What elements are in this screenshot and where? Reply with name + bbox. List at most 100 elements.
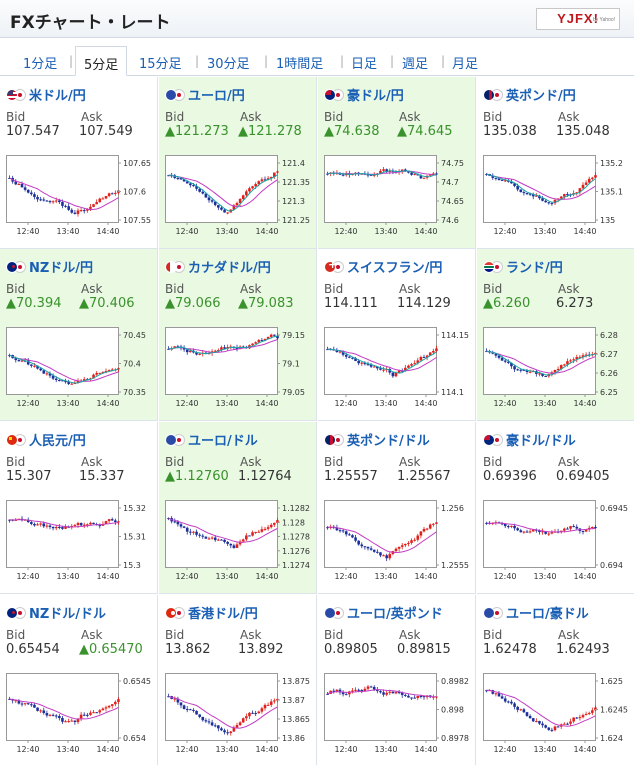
candle [33, 523, 36, 526]
pair-name-link[interactable]: 人民元/円 [6, 430, 86, 449]
pair-name-link[interactable]: ユーロ/円 [165, 85, 245, 104]
bid-value: ▲74.638 [324, 124, 380, 139]
mini-chart[interactable]: 0.6545 0.654 12:40 13:40 14:40 [4, 668, 154, 754]
mini-chart[interactable]: 13.875 13.87 13.865 13.86 12:40 13:40 14:40 [163, 668, 313, 754]
candle [538, 373, 541, 375]
mini-chart[interactable]: 0.6945 0.694 12:40 13:40 14:40 [481, 495, 631, 581]
mini-chart[interactable]: 79.15 79.1 79.05 12:40 13:40 14:40 [163, 322, 313, 408]
pair-name-link[interactable]: ユーロ/ドル [165, 430, 258, 449]
tab-monthly[interactable]: 月足 [452, 57, 479, 72]
ask-label: Ask [81, 628, 103, 642]
y-tick-label: 1.6245 [600, 706, 628, 715]
candle [581, 184, 585, 189]
candle [54, 378, 58, 381]
mini-chart[interactable]: 74.75 74.7 74.65 74.6 12:40 13:40 14:40 [322, 150, 472, 236]
ask-value: 135.048 [556, 124, 610, 139]
candle [14, 181, 18, 185]
pair-name-link[interactable]: ユーロ/豪ドル [483, 603, 589, 622]
y-tick-label: 121.35 [282, 178, 310, 187]
candle [39, 199, 42, 201]
tab-daily[interactable]: 日足 [351, 57, 378, 72]
candle [114, 192, 117, 194]
ask-label: Ask [240, 110, 262, 124]
candle [45, 713, 49, 716]
candle [538, 195, 541, 199]
candle [369, 174, 373, 176]
candle [338, 689, 342, 693]
ma-line-long [327, 526, 437, 554]
pair-name-link[interactable]: NZドル/円 [6, 257, 93, 276]
candle [425, 355, 429, 358]
ask-label: Ask [399, 110, 421, 124]
candle [33, 704, 36, 708]
candle [33, 194, 36, 197]
mini-chart[interactable]: 107.65 107.6 107.55 12:40 13:40 14:40 [4, 150, 154, 236]
bid-label: Bid [165, 110, 185, 124]
ask-label: Ask [558, 628, 580, 642]
pair-name: カナダドル/円 [188, 261, 271, 276]
mini-chart[interactable]: 121.4 121.35 121.3 121.25 12:40 13:40 14:40 [163, 150, 313, 236]
pair-name-link[interactable]: 豪ドル/ドル [483, 430, 576, 449]
pair-name: スイスフラン/円 [347, 261, 443, 276]
candle [544, 725, 547, 728]
tab-15min[interactable]: 15分足 [139, 57, 182, 72]
pair-name-link[interactable]: カナダドル/円 [165, 257, 271, 276]
pair-name-link[interactable]: 香港ドル/円 [165, 603, 258, 622]
y-tick-label: 121.4 [282, 159, 305, 168]
candle [213, 725, 217, 727]
pair-name-link[interactable]: ランド/円 [483, 257, 563, 276]
candle [419, 357, 423, 361]
mini-chart[interactable]: 6.28 6.27 6.26 6.25 12:40 13:40 14:40 [481, 322, 631, 408]
candlestick-chart: 79.15 79.1 79.05 12:40 13:40 14:40 [165, 327, 305, 408]
tab-1min[interactable]: 1分足 [23, 57, 58, 72]
candle [238, 722, 242, 726]
candle [207, 538, 211, 540]
pair-name-link[interactable]: NZドル/ドル [6, 603, 106, 622]
candle [410, 364, 413, 366]
candle [578, 356, 582, 358]
candle [76, 718, 80, 723]
candle [422, 528, 426, 532]
candle [61, 202, 64, 206]
ma-line-long [327, 689, 437, 698]
mini-chart[interactable]: 114.15 114.1 12:40 13:40 14:40 [322, 322, 472, 408]
yjfx-logo[interactable]: YJFX! by Yahoo! [536, 8, 620, 30]
mini-chart[interactable]: 1.256 1.2555 12:40 13:40 14:40 [322, 495, 472, 581]
candle [507, 701, 510, 703]
tab-1hour[interactable]: 1時間足 [276, 57, 324, 72]
mini-chart[interactable]: 15.32 15.31 15.3 12:40 13:40 14:40 [4, 495, 154, 581]
candle [379, 691, 382, 693]
y-tick-label: 70.4 [123, 360, 141, 369]
candle [344, 694, 348, 696]
candle [335, 689, 339, 692]
candle [575, 192, 579, 194]
tab-weekly[interactable]: 週足 [402, 57, 429, 72]
pair-name-link[interactable]: 豪ドル/円 [324, 85, 404, 104]
x-tick-label: 12:40 [16, 745, 39, 754]
x-tick-label: 12:40 [493, 227, 516, 236]
mini-chart[interactable]: 1.625 1.6245 1.624 12:40 13:40 14:40 [481, 668, 631, 754]
mini-chart[interactable]: 135.2 135.1 135 12:40 13:40 14:40 [481, 150, 631, 236]
candle [58, 526, 61, 528]
candle [101, 198, 105, 200]
candle [416, 535, 420, 540]
pair-name-link[interactable]: 英ポンド/ドル [324, 430, 430, 449]
tab-5min[interactable]: 5分足 [75, 46, 128, 76]
x-tick-label: 14:40 [414, 572, 437, 581]
tab-30min[interactable]: 30分足 [207, 57, 250, 72]
x-tick-label: 13:40 [56, 745, 79, 754]
pair-name-link[interactable]: スイスフラン/円 [324, 257, 442, 276]
pair-name-link[interactable]: ユーロ/英ポンド [324, 603, 443, 622]
y-tick-label: 70.35 [123, 388, 146, 397]
pair-name-link[interactable]: 英ポンド/円 [483, 85, 576, 104]
candle [45, 373, 49, 375]
mini-chart[interactable]: 70.45 70.4 70.35 12:40 13:40 14:40 [4, 322, 154, 408]
candle [220, 347, 223, 351]
candle [491, 690, 495, 694]
pair-name: ユーロ/円 [188, 89, 245, 104]
bid-label: Bid [165, 282, 185, 296]
pair-name-link[interactable]: 米ドル/円 [6, 85, 86, 104]
candle [238, 541, 242, 545]
mini-chart[interactable]: 0.8982 0.898 0.8978 12:40 13:40 14:40 [322, 668, 472, 754]
mini-chart[interactable]: 1.1282 1.128 1.1278 1.1276 1.1274 12:40 13:40 1… [163, 495, 313, 581]
